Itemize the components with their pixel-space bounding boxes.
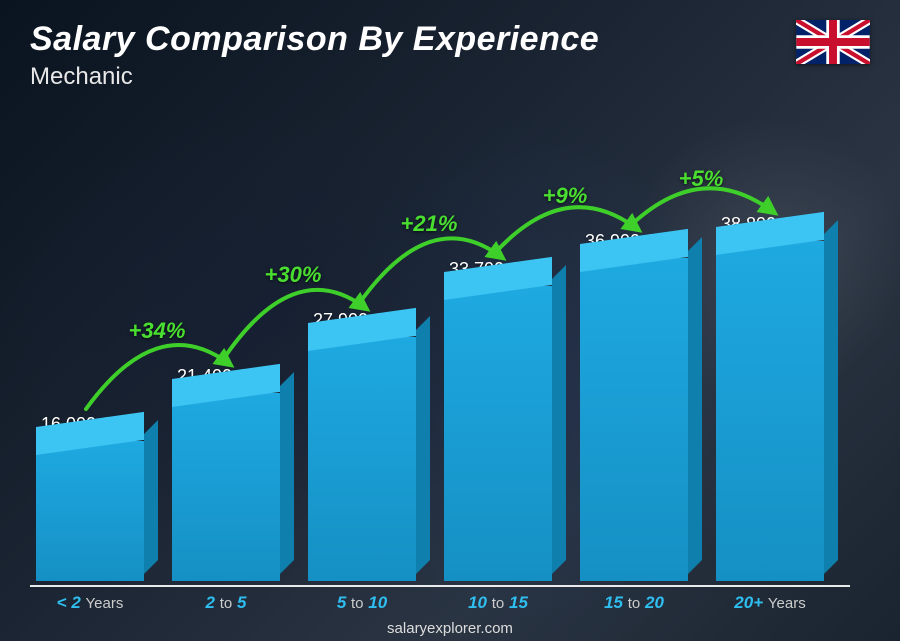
x-axis-label: 2 to 5 xyxy=(206,593,247,613)
growth-arc xyxy=(222,290,364,361)
x-axis-label: 10 to 15 xyxy=(468,593,528,613)
growth-arc xyxy=(630,188,772,226)
growth-arc xyxy=(494,207,636,254)
page-title: Salary Comparison By Experience xyxy=(30,20,599,59)
x-axis-label: 5 to 10 xyxy=(337,593,387,613)
arc-overlay xyxy=(30,130,850,581)
growth-arc xyxy=(358,238,500,305)
growth-arc xyxy=(86,345,228,409)
title-block: Salary Comparison By Experience Mechanic xyxy=(30,20,599,91)
x-axis: < 2 Years 2 to 5 5 to 10 10 to 15 15 to 20 20… xyxy=(30,585,850,613)
x-axis-label: 15 to 20 xyxy=(604,593,664,613)
x-axis-label: 20+ Years xyxy=(734,593,805,613)
bar-chart: 16,000 GBP21,400 GBP27,900 GBP33,700 GBP… xyxy=(30,130,850,581)
page-subtitle: Mechanic xyxy=(30,63,599,91)
x-axis-label: < 2 Years xyxy=(57,593,124,613)
uk-flag-icon xyxy=(796,20,870,64)
header: Salary Comparison By Experience Mechanic xyxy=(30,20,870,91)
footer-credit: salaryexplorer.com xyxy=(0,620,900,637)
